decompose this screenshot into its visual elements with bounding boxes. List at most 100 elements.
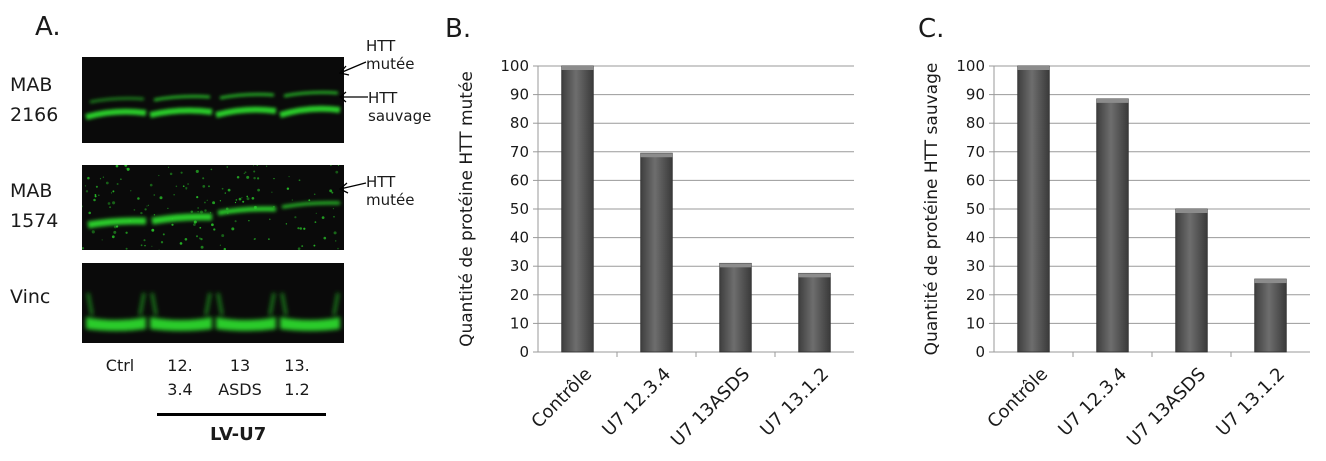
blot-speckle	[159, 196, 163, 200]
blot-speckle	[223, 247, 226, 250]
blot-mab1574-image	[82, 165, 341, 250]
blot-speckle	[197, 211, 199, 213]
blot-band-edge	[138, 292, 146, 316]
bar-top-highlight	[1096, 98, 1129, 103]
lane-label-line1: 12.	[167, 356, 193, 375]
arrow-htt-mutee-1	[339, 61, 367, 74]
blot-speckle	[219, 200, 222, 202]
blot-speckle	[200, 210, 203, 214]
x-category-label: U7 13ASDS	[667, 364, 754, 451]
blot-speckle	[137, 197, 140, 200]
blot-speckle	[84, 185, 87, 187]
arrow-head-htt-mutee-2	[338, 182, 349, 194]
blot-speckle	[184, 238, 188, 241]
arrow-head-htt-sauvage	[338, 91, 347, 103]
bar-2	[1096, 98, 1129, 353]
blot-speckle	[195, 169, 199, 173]
blot-speckle	[115, 225, 119, 228]
blot-speckle	[200, 245, 204, 249]
blot-speckle	[236, 175, 240, 179]
bar-3	[719, 262, 752, 353]
bar-2	[640, 152, 673, 353]
blot-speckle	[257, 188, 260, 192]
y-tick-label: 20	[966, 286, 985, 304]
blot-speckle	[153, 194, 156, 196]
blot-speckle	[294, 216, 297, 219]
blot-speckle	[158, 249, 160, 250]
blot-speckle	[193, 223, 196, 226]
blot-speckle	[196, 196, 199, 199]
blot-speckle	[254, 238, 256, 240]
blot-speckle	[197, 207, 199, 209]
blot-speckle	[210, 168, 213, 171]
lane-label-13-1-2: 13. 1.2	[272, 354, 322, 402]
y-tick-label: 40	[966, 229, 985, 247]
x-category-label: U7 13.1.2	[756, 364, 833, 441]
panel-c-label: C.	[918, 14, 945, 44]
blot-speckle	[109, 206, 112, 209]
bar-top-highlight	[798, 273, 831, 278]
blot-speckle	[234, 201, 237, 204]
blot-band-upper	[89, 96, 145, 104]
bar-top-highlight	[1175, 209, 1208, 213]
x-category-label: U7 13ASDS	[1123, 364, 1210, 451]
annotation-htt-mutee-2: HTT mutée	[366, 173, 414, 209]
blot-speckle	[169, 172, 173, 176]
y-tick-label: 0	[519, 343, 529, 361]
blot-band-edge	[216, 292, 224, 316]
blot-speckle	[273, 177, 275, 180]
blot-speckle	[227, 188, 231, 192]
blot-speckle	[146, 205, 148, 207]
y-tick-label: 10	[966, 314, 985, 332]
lane-label-line2: ASDS	[218, 380, 262, 399]
x-category-label: Contrôle	[983, 364, 1052, 433]
annotation-line2: mutée	[366, 55, 415, 73]
blot-speckle	[246, 175, 250, 179]
blot-band-lower	[85, 108, 147, 120]
blot-speckle	[204, 209, 207, 212]
blot-speckle	[102, 176, 105, 178]
blot-speckle	[242, 200, 245, 203]
blot-speckle	[213, 228, 216, 231]
bar-3	[1175, 208, 1208, 353]
blot-speckle	[253, 170, 256, 173]
blot-speckle	[206, 199, 208, 201]
blot-speckle	[173, 194, 175, 196]
blot-label-vinc: Vinc	[10, 282, 50, 312]
x-category-label: Contrôle	[527, 364, 596, 433]
y-tick-label: 90	[966, 86, 985, 104]
blot-band-mutant	[87, 217, 147, 229]
blot-speckle	[113, 230, 117, 234]
y-tick-label: 80	[966, 114, 985, 132]
y-tick-label: 10	[510, 314, 529, 332]
lane-label-line1: 13.	[284, 356, 310, 375]
blot-speckle	[241, 197, 243, 199]
blot-band-lower	[149, 107, 213, 118]
y-tick-label: 30	[966, 257, 985, 275]
lane-label-13-asds: 13 ASDS	[212, 354, 268, 402]
blot-band-vinculin	[86, 317, 146, 331]
panel-a-label: A.	[35, 12, 61, 42]
x-category-label: U7 13.1.2	[1212, 364, 1289, 441]
blot-speckle	[202, 185, 206, 188]
blot-speckle	[301, 245, 304, 248]
blot-band-edge	[204, 292, 212, 316]
blot-speckle	[125, 247, 128, 250]
blot-label-line1: MAB	[10, 74, 53, 96]
blot-speckle	[185, 186, 188, 190]
y-tick-label: 70	[966, 143, 985, 161]
blot-speckle	[203, 201, 206, 204]
blot-speckle	[147, 204, 149, 206]
blot-speckle	[153, 214, 156, 216]
blot-speckle	[332, 208, 334, 210]
lane-label-line1: 13	[229, 356, 251, 375]
blot-speckle	[256, 165, 259, 166]
blot-speckle	[112, 201, 116, 205]
blot-speckle	[323, 236, 327, 240]
blot-speckle	[99, 178, 102, 180]
y-tick-label: 70	[510, 143, 529, 161]
blot-speckle	[337, 165, 340, 167]
blot-band-vinculin	[280, 317, 340, 331]
bar-top-highlight	[1254, 279, 1287, 284]
blot-speckle	[299, 227, 303, 230]
